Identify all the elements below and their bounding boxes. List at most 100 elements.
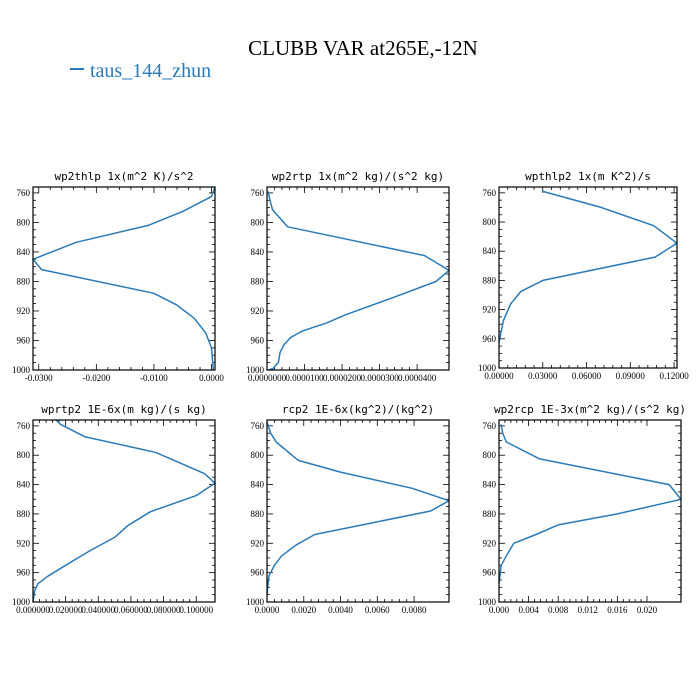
x-tick-label: 0.03000 bbox=[528, 371, 558, 381]
plot-frame bbox=[498, 186, 678, 369]
y-tick-label: 760 bbox=[251, 421, 265, 431]
x-tick-label: 0.008 bbox=[548, 605, 569, 615]
y-tick-label: 1000 bbox=[478, 363, 497, 373]
y-tick-label: 760 bbox=[483, 421, 497, 431]
x-tick-label: 0.000000 bbox=[16, 605, 50, 615]
x-tick-label: 0.12000 bbox=[659, 371, 689, 381]
x-tick-label: 0.016 bbox=[607, 605, 628, 615]
x-tick-label: 0.0060 bbox=[365, 605, 390, 615]
figure-title: CLUBB VAR at265E,-12N bbox=[248, 36, 478, 60]
chart-panel: rcp2 1E-6x(kg^2)/(kg^2) 0.0000 0.0020 0.004… bbox=[246, 403, 450, 615]
y-tick-label: 920 bbox=[17, 306, 31, 316]
series-line bbox=[498, 424, 682, 584]
x-tick-label: 0.020000 bbox=[49, 605, 83, 615]
panel-title: wp2rtp 1x(m^2 kg)/(s^2 kg) bbox=[272, 170, 444, 183]
series-line bbox=[267, 191, 450, 371]
chart-panel: wp2thlp 1x(m^2 K)/s^2 -0.0300 -0.0200 -0.01… bbox=[12, 170, 224, 383]
y-tick-label: 1000 bbox=[246, 365, 265, 375]
x-tick-label: -0.0100 bbox=[140, 373, 168, 383]
x-tick-label: -0.0200 bbox=[82, 373, 110, 383]
y-tick-label: 960 bbox=[483, 568, 497, 578]
y-tick-label: 760 bbox=[17, 421, 31, 431]
x-tick-label: 0.0040 bbox=[328, 605, 353, 615]
y-tick-label: 840 bbox=[17, 247, 31, 257]
x-tick-label: 0.0080 bbox=[402, 605, 427, 615]
y-tick-label: 760 bbox=[483, 188, 497, 198]
x-tick-label: 0.0000000 bbox=[248, 373, 287, 383]
y-tick-label: 960 bbox=[17, 568, 31, 578]
series-line bbox=[498, 190, 678, 343]
x-tick-label: 0.0000 bbox=[255, 605, 280, 615]
plot-frame bbox=[32, 186, 216, 371]
x-tick-label: 0.06000 bbox=[572, 371, 602, 381]
y-tick-label: 960 bbox=[251, 568, 265, 578]
x-tick-label: 0.0000300 bbox=[360, 373, 399, 383]
y-tick-label: 1000 bbox=[246, 597, 265, 607]
y-tick-label: 800 bbox=[251, 217, 265, 227]
x-tick-label: 0.020 bbox=[637, 605, 658, 615]
plot-frame bbox=[266, 419, 450, 603]
y-tick-label: 1000 bbox=[12, 597, 31, 607]
y-tick-label: 1000 bbox=[478, 597, 497, 607]
x-tick-label: 0.09000 bbox=[616, 371, 646, 381]
x-tick-label: 0.080000 bbox=[147, 605, 181, 615]
y-tick-label: 800 bbox=[251, 450, 265, 460]
panel-title: wprtp2 1E-6x(m kg)/(s kg) bbox=[41, 403, 207, 416]
y-tick-label: 1000 bbox=[12, 365, 31, 375]
y-tick-label: 760 bbox=[251, 188, 265, 198]
plot-frame bbox=[266, 186, 450, 371]
y-tick-label: 920 bbox=[251, 538, 265, 548]
y-tick-label: 880 bbox=[17, 276, 31, 286]
chart-panel: wp2rtp 1x(m^2 kg)/(s^2 kg)0.0000000 0.000… bbox=[246, 170, 450, 383]
x-tick-label: 0.040000 bbox=[81, 605, 115, 615]
panel-title: wp2thlp 1x(m^2 K)/s^2 bbox=[54, 170, 193, 183]
y-tick-label: 960 bbox=[483, 334, 497, 344]
panel-title: wp2rcp 1E-3x(m^2 kg)/(s^2 kg) bbox=[494, 403, 686, 416]
y-tick-label: 920 bbox=[251, 306, 265, 316]
panel-title: wpthlp2 1x(m K^2)/s bbox=[525, 170, 651, 183]
y-tick-label: 880 bbox=[251, 276, 265, 286]
series-line bbox=[266, 421, 450, 595]
x-tick-label: 0.012 bbox=[578, 605, 598, 615]
y-tick-label: 800 bbox=[17, 217, 31, 227]
y-tick-label: 800 bbox=[483, 217, 497, 227]
y-tick-label: 920 bbox=[17, 538, 31, 548]
x-tick-label: -0.0300 bbox=[25, 373, 53, 383]
chart-panel: wp2rcp 1E-3x(m^2 kg)/(s^2 kg) 0.000 0.004 0… bbox=[478, 403, 686, 615]
x-tick-label: 0.004 bbox=[518, 605, 539, 615]
y-tick-label: 880 bbox=[17, 509, 31, 519]
y-tick-label: 840 bbox=[483, 246, 497, 256]
y-tick-label: 800 bbox=[17, 450, 31, 460]
y-tick-label: 800 bbox=[483, 450, 497, 460]
y-tick-label: 840 bbox=[483, 480, 497, 490]
y-tick-label: 840 bbox=[251, 247, 265, 257]
panel-grid: wp2thlp 1x(m^2 K)/s^2 -0.0300 -0.0200 -0.01… bbox=[12, 170, 689, 615]
y-tick-label: 840 bbox=[17, 480, 31, 490]
y-tick-label: 840 bbox=[251, 480, 265, 490]
y-tick-label: 880 bbox=[251, 509, 265, 519]
panel-title: rcp2 1E-6x(kg^2)/(kg^2) bbox=[282, 403, 434, 416]
series-line bbox=[32, 186, 216, 371]
y-tick-label: 960 bbox=[251, 335, 265, 345]
plot-frame bbox=[498, 419, 682, 603]
y-tick-label: 920 bbox=[483, 305, 497, 315]
x-tick-label: 0.100000 bbox=[179, 605, 213, 615]
x-tick-label: 0.000 bbox=[489, 605, 510, 615]
y-tick-label: 960 bbox=[17, 335, 31, 345]
legend-label: taus_144_zhun bbox=[90, 60, 211, 82]
chart-panel: wprtp2 1E-6x(m kg)/(s kg) 0.0000000.02000… bbox=[12, 403, 216, 615]
series-line bbox=[32, 419, 216, 603]
x-tick-label: 0.0000 bbox=[199, 373, 224, 383]
x-tick-label: 0.0000100 bbox=[285, 373, 324, 383]
chart-panel: wpthlp2 1x(m K^2)/s 0.00000 0.03000 0.06000… bbox=[478, 170, 689, 381]
y-tick-label: 880 bbox=[483, 275, 497, 285]
x-tick-label: 0.0000400 bbox=[398, 373, 437, 383]
y-tick-label: 920 bbox=[483, 538, 497, 548]
x-tick-label: 0.060000 bbox=[114, 605, 148, 615]
y-tick-label: 880 bbox=[483, 509, 497, 519]
x-tick-label: 0.0000200 bbox=[323, 373, 362, 383]
x-tick-label: 0.00000 bbox=[484, 371, 514, 381]
x-tick-label: 0.0020 bbox=[291, 605, 316, 615]
plot-frame bbox=[32, 419, 216, 603]
